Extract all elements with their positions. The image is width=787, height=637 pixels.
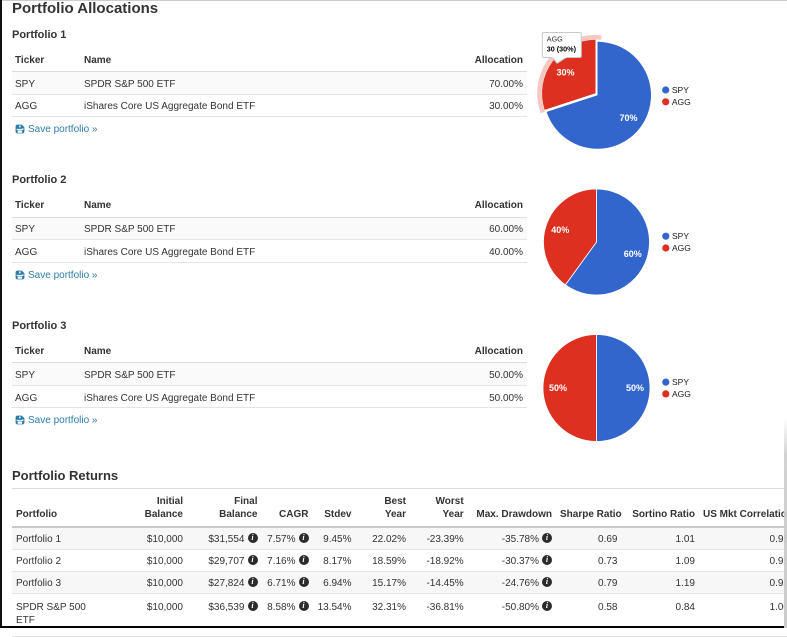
svg-text:AGG: AGG [547, 35, 563, 44]
svg-text:70%: 70% [619, 113, 637, 123]
svg-text:AGG: AGG [672, 97, 691, 107]
svg-text:60%: 60% [624, 249, 642, 259]
svg-text:50%: 50% [549, 383, 567, 393]
svg-text:AGG: AGG [672, 243, 691, 253]
svg-text:30 (30%): 30 (30%) [547, 44, 577, 53]
svg-text:AGG: AGG [672, 389, 691, 399]
svg-text:40%: 40% [551, 225, 569, 235]
svg-text:SPY: SPY [672, 231, 689, 241]
svg-text:SPY: SPY [672, 85, 689, 95]
svg-text:SPY: SPY [672, 377, 689, 387]
svg-text:50%: 50% [626, 383, 644, 393]
svg-text:30%: 30% [556, 68, 574, 78]
